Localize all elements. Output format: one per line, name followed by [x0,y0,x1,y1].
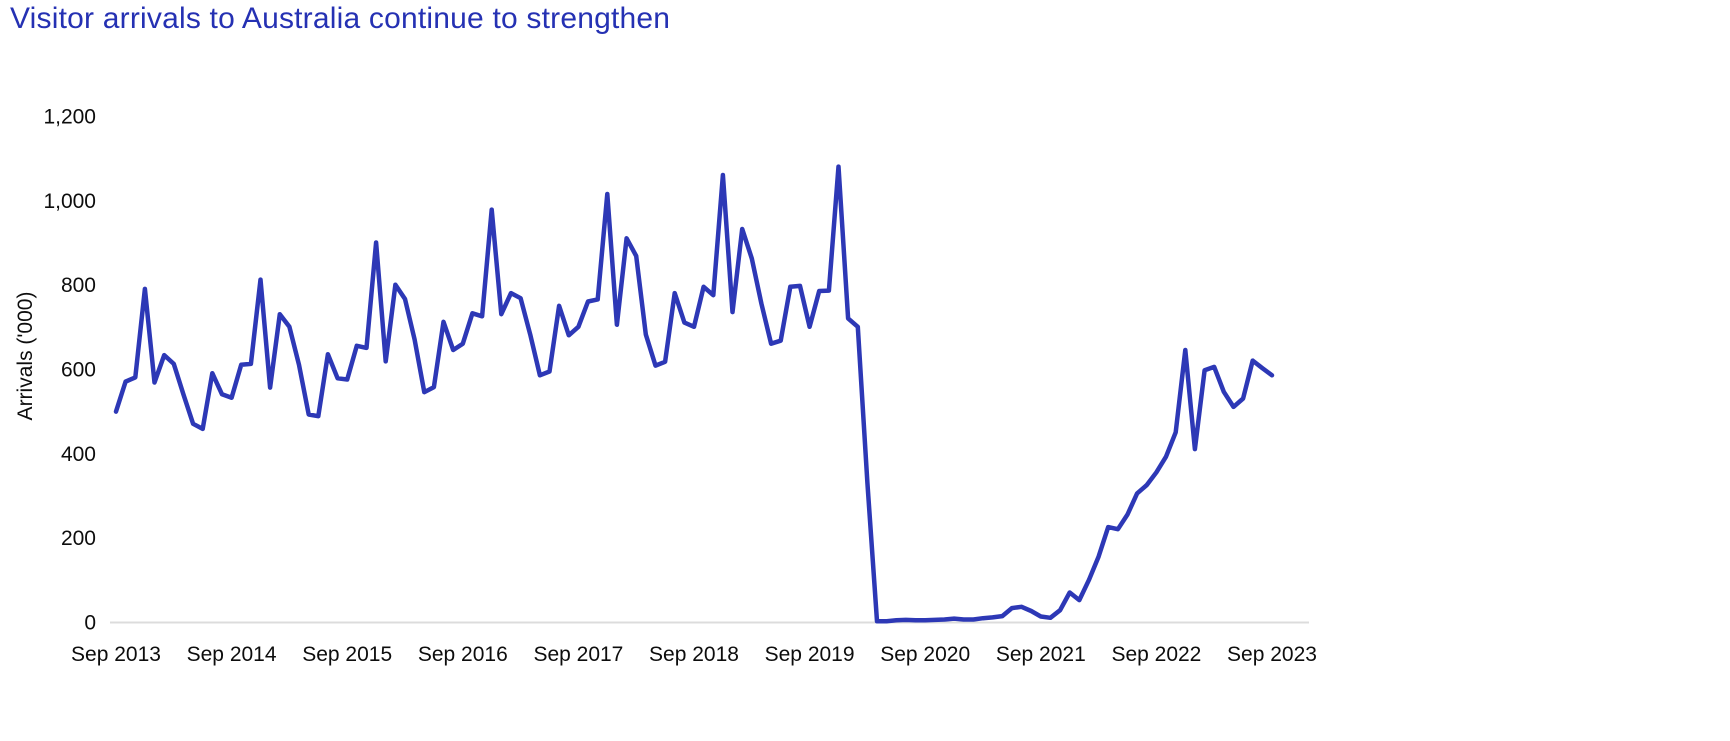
x-tick-label: Sep 2023 [1227,643,1317,666]
x-tick-label: Sep 2016 [418,643,508,666]
x-tick-label: Sep 2021 [996,643,1086,666]
x-tick-label: Sep 2020 [880,643,970,666]
y-tick-label: 0 [84,612,96,635]
y-tick-label: 400 [61,443,96,466]
y-tick-label: 1,200 [43,106,96,129]
chart-title: Visitor arrivals to Australia continue t… [10,2,671,35]
y-tick-label: 1,000 [43,190,96,213]
y-tick-label: 600 [61,359,96,382]
x-tick-label: Sep 2022 [1111,643,1201,666]
arrivals-series-line [113,164,1275,624]
x-tick-label: Sep 2013 [71,643,161,666]
x-tick-label: Sep 2018 [649,643,739,666]
y-axis-title: Arrivals ('000) [14,291,37,421]
x-tick-label: Sep 2017 [533,643,623,666]
x-tick-label: Sep 2015 [302,643,392,666]
y-tick-label: 800 [61,274,96,297]
x-tick-label: Sep 2014 [187,643,277,666]
y-tick-label: 200 [61,527,96,550]
x-tick-label: Sep 2019 [765,643,855,666]
